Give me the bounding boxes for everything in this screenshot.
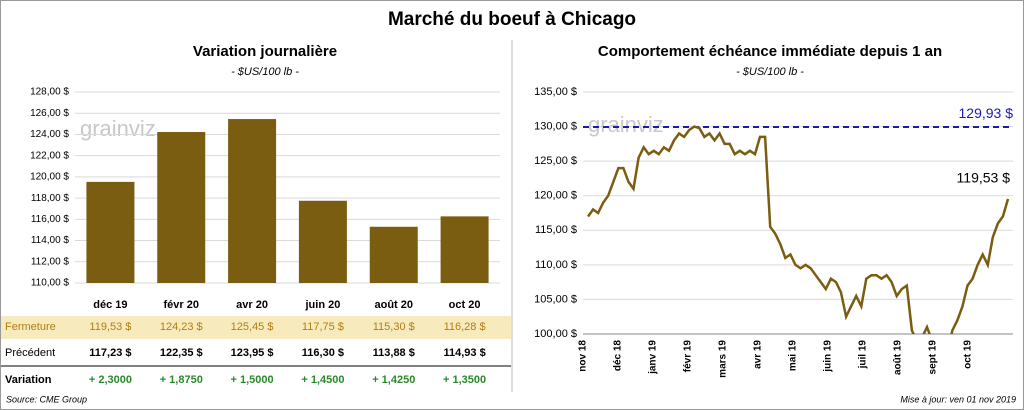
table-cell: + 2,3000 bbox=[89, 374, 132, 386]
y-tick-label: 126,00 $ bbox=[30, 108, 69, 119]
watermark: grainviz bbox=[80, 116, 156, 141]
x-tick-label: déc 19 bbox=[93, 299, 127, 311]
row-label: Fermeture bbox=[5, 321, 56, 333]
x-tick-label: sept 19 bbox=[928, 340, 939, 375]
last-value-label: 119,53 $ bbox=[957, 170, 1011, 186]
table-cell: + 1,5000 bbox=[231, 374, 274, 386]
x-tick-label: févr 19 bbox=[683, 340, 694, 373]
x-tick-label: avr 19 bbox=[753, 340, 764, 369]
x-tick-label: oct 19 bbox=[963, 340, 974, 369]
chart-subtitle: - $US/100 lb - bbox=[231, 66, 299, 78]
x-tick-label: janv 19 bbox=[648, 340, 659, 375]
table-cell: 116,28 $ bbox=[444, 321, 486, 333]
x-tick-label: mars 19 bbox=[718, 340, 729, 378]
table-cell: + 1,4250 bbox=[372, 374, 415, 386]
table-cell: 113,88 $ bbox=[373, 347, 415, 359]
x-tick-label: nov 18 bbox=[578, 340, 589, 372]
x-tick-label: févr 20 bbox=[164, 299, 199, 311]
y-tick-label: 115,00 $ bbox=[535, 224, 577, 236]
y-tick-label: 122,00 $ bbox=[30, 150, 69, 161]
x-tick-label: août 20 bbox=[374, 299, 413, 311]
table-cell: 119,53 $ bbox=[89, 321, 131, 333]
y-tick-label: 135,00 $ bbox=[534, 86, 577, 98]
table-cell: 114,93 $ bbox=[443, 347, 485, 359]
bar bbox=[157, 132, 206, 283]
table-cell: + 1,4500 bbox=[301, 374, 344, 386]
x-tick-label: mai 19 bbox=[788, 340, 799, 372]
y-tick-label: 116,00 $ bbox=[31, 214, 70, 225]
table-cell: 123,95 $ bbox=[231, 347, 274, 359]
x-tick-label: juin 19 bbox=[823, 340, 834, 373]
line-series bbox=[586, 125, 1010, 334]
y-tick-label: 128,00 $ bbox=[30, 87, 69, 98]
x-tick-label: déc 18 bbox=[613, 340, 624, 372]
y-tick-label: 125,00 $ bbox=[534, 155, 577, 167]
y-tick-label: 105,00 $ bbox=[534, 293, 577, 305]
y-tick-label: 110,00 $ bbox=[535, 259, 577, 271]
y-tick-label: 110,00 $ bbox=[31, 278, 70, 289]
chart-title: Variation journalière bbox=[193, 43, 337, 60]
bar bbox=[228, 119, 277, 283]
chart-title: Comportement échéance immédiate depuis 1… bbox=[598, 43, 942, 60]
row-label: Précédent bbox=[5, 347, 55, 359]
source: Source: CME Group bbox=[6, 394, 87, 404]
bar bbox=[86, 181, 135, 283]
reference-label: 129,93 $ bbox=[959, 105, 1014, 121]
table-cell: 116,30 $ bbox=[302, 347, 344, 359]
y-tick-label: 100,00 $ bbox=[534, 328, 577, 340]
table-cell: 115,30 $ bbox=[373, 321, 415, 333]
table-cell: 117,23 $ bbox=[89, 347, 131, 359]
table-cell: 117,75 $ bbox=[302, 321, 344, 333]
x-tick-label: juin 20 bbox=[304, 299, 340, 311]
chart-subtitle: - $US/100 lb - bbox=[736, 66, 804, 78]
x-tick-label: juil 19 bbox=[858, 340, 869, 370]
y-tick-label: 112,00 $ bbox=[31, 256, 70, 267]
row-highlight bbox=[1, 316, 511, 339]
bar bbox=[369, 226, 418, 283]
y-tick-label: 124,00 $ bbox=[30, 129, 69, 140]
table-cell: 124,23 $ bbox=[160, 321, 203, 333]
table-cell: + 1,3500 bbox=[443, 374, 486, 386]
bar bbox=[298, 200, 347, 283]
x-tick-label: août 19 bbox=[893, 340, 904, 375]
update-note: Mise à jour: ven 01 nov 2019 bbox=[900, 394, 1016, 404]
table-cell: 125,45 $ bbox=[231, 321, 274, 333]
y-tick-label: 120,00 $ bbox=[30, 172, 69, 183]
bar bbox=[440, 216, 489, 283]
y-tick-label: 118,00 $ bbox=[31, 193, 70, 204]
row-label: Variation bbox=[5, 374, 52, 386]
x-tick-label: oct 20 bbox=[449, 299, 481, 311]
x-tick-label: avr 20 bbox=[236, 299, 268, 311]
watermark: grainviz bbox=[588, 112, 664, 137]
table-cell: + 1,8750 bbox=[160, 374, 203, 386]
page-title: Marché du boeuf à Chicago bbox=[388, 9, 636, 30]
y-tick-label: 114,00 $ bbox=[31, 235, 70, 246]
y-tick-label: 130,00 $ bbox=[534, 120, 577, 132]
y-tick-label: 120,00 $ bbox=[534, 190, 577, 202]
table-cell: 122,35 $ bbox=[160, 347, 203, 359]
